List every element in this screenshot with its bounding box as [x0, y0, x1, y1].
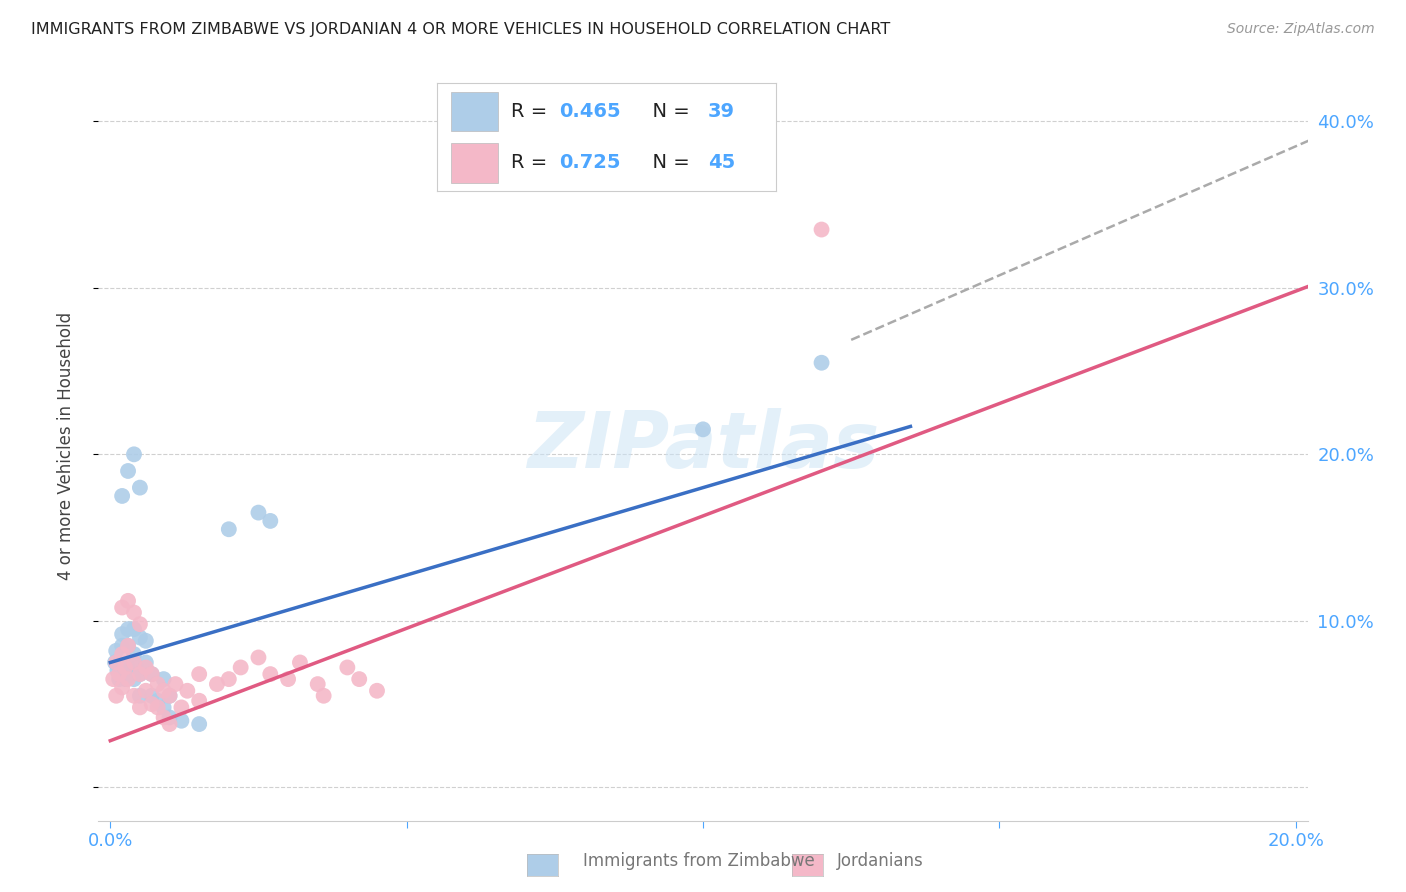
Point	[129, 631, 152, 645]
Point	[277, 672, 299, 686]
Point	[125, 660, 148, 674]
Point	[122, 622, 145, 636]
Point	[129, 689, 152, 703]
Point	[312, 689, 335, 703]
Point	[366, 683, 388, 698]
Point	[129, 617, 152, 632]
Point	[105, 664, 128, 678]
Point	[141, 667, 163, 681]
Point	[159, 717, 181, 731]
Point	[336, 660, 359, 674]
Point	[188, 694, 211, 708]
Text: IMMIGRANTS FROM ZIMBABWE VS JORDANIAN 4 OR MORE VEHICLES IN HOUSEHOLD CORRELATIO: IMMIGRANTS FROM ZIMBABWE VS JORDANIAN 4 …	[31, 22, 890, 37]
Point	[122, 647, 145, 661]
Point	[129, 700, 152, 714]
Point	[108, 667, 131, 681]
Point	[159, 710, 181, 724]
Point	[141, 689, 163, 703]
Point	[117, 672, 139, 686]
Point	[117, 594, 139, 608]
Point	[218, 672, 240, 686]
Point	[122, 447, 145, 461]
Point	[152, 683, 174, 698]
Point	[141, 697, 163, 711]
Point	[105, 656, 128, 670]
Point	[129, 667, 152, 681]
Point	[347, 672, 370, 686]
Point	[105, 644, 128, 658]
Point	[307, 677, 329, 691]
Point	[129, 667, 152, 681]
Point	[117, 639, 139, 653]
Point	[117, 622, 139, 636]
Point	[129, 481, 152, 495]
Point	[188, 717, 211, 731]
Point	[122, 606, 145, 620]
Point	[135, 660, 157, 674]
Point	[247, 650, 270, 665]
Point	[810, 356, 832, 370]
Point	[146, 694, 169, 708]
Point	[188, 667, 211, 681]
Point	[205, 677, 228, 691]
Y-axis label: 4 or more Vehicles in Household: 4 or more Vehicles in Household	[56, 312, 75, 580]
Point	[692, 422, 714, 436]
Point	[288, 656, 311, 670]
Point	[112, 664, 135, 678]
Point	[117, 660, 139, 674]
Point	[135, 656, 157, 670]
Point	[810, 222, 832, 236]
Point	[111, 600, 134, 615]
Point	[105, 689, 128, 703]
Point	[176, 683, 198, 698]
Point	[135, 683, 157, 698]
Point	[114, 672, 136, 686]
Point	[111, 681, 134, 695]
Point	[152, 672, 174, 686]
Point	[111, 639, 134, 653]
Point	[111, 627, 134, 641]
Text: Source: ZipAtlas.com: Source: ZipAtlas.com	[1227, 22, 1375, 37]
Point	[122, 656, 145, 670]
Text: Immigrants from Zimbabwe: Immigrants from Zimbabwe	[583, 852, 815, 870]
Text: ZIPatlas: ZIPatlas	[527, 408, 879, 484]
Point	[111, 647, 134, 661]
Point	[170, 714, 193, 728]
Text: Jordanians: Jordanians	[837, 852, 924, 870]
Point	[152, 700, 174, 714]
Point	[117, 464, 139, 478]
Point	[117, 639, 139, 653]
Point	[159, 689, 181, 703]
Point	[141, 667, 163, 681]
Point	[159, 689, 181, 703]
Point	[165, 677, 187, 691]
Point	[146, 677, 169, 691]
Point	[259, 667, 281, 681]
Point	[135, 633, 157, 648]
Point	[122, 672, 145, 686]
Point	[108, 672, 131, 686]
Point	[152, 710, 174, 724]
Point	[104, 656, 127, 670]
Point	[259, 514, 281, 528]
Point	[103, 672, 125, 686]
Point	[218, 522, 240, 536]
Point	[120, 667, 142, 681]
Point	[247, 506, 270, 520]
Point	[122, 689, 145, 703]
Point	[111, 489, 134, 503]
Point	[114, 660, 136, 674]
Point	[170, 700, 193, 714]
Point	[146, 700, 169, 714]
Point	[229, 660, 252, 674]
